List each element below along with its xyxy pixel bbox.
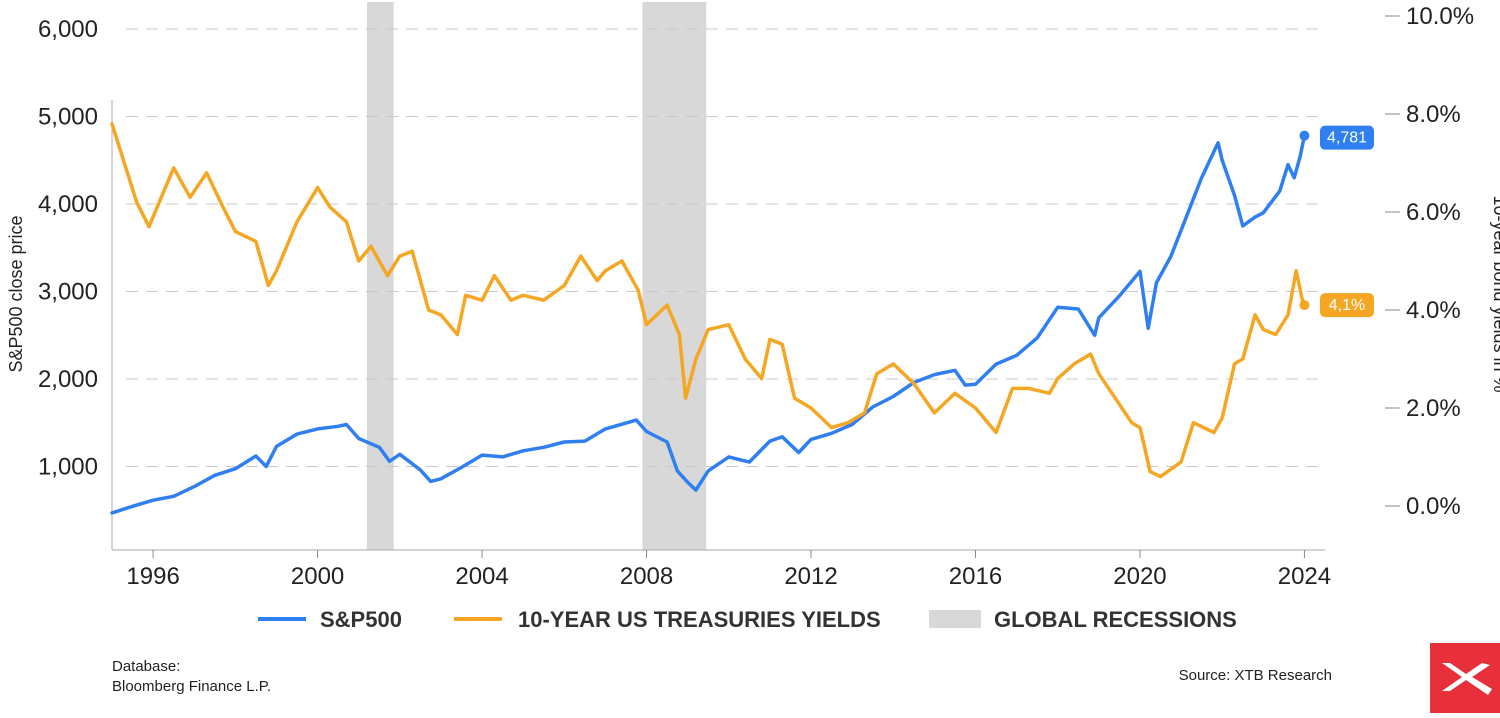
xtb-logo-icon [1430,643,1500,713]
footer-database: Database: Bloomberg Finance L.P. [112,657,271,697]
legend-label: GLOBAL RECESSIONS [994,607,1237,632]
axes [111,100,1325,551]
legend-label: 10-YEAR US TREASURIES YIELDS [518,607,881,632]
series-lines [110,122,1310,515]
right-tick-label: 0.0% [1406,493,1461,520]
left-axis-ticks: 1,000 2,000 3,000 4,000 5,000 6,000 [38,16,98,481]
end-value-badge [1320,293,1374,318]
right-axis-ticks: 0.0% 2.0% 4.0% 6.0% 8.0% 10.0% [1385,3,1474,520]
grid-lines [126,28,1325,467]
xtb-logo-mark [1442,663,1492,695]
left-tick-label: 3,000 [38,279,98,306]
series-end-point [1299,300,1310,311]
end-value-label: 4,781 [1327,130,1367,147]
x-tick-label: 2024 [1278,563,1331,590]
right-tick-label: 2.0% [1406,395,1461,422]
end-value-label: 4,1% [1329,297,1365,314]
x-tick-label: 2004 [455,563,508,590]
right-tick-label: 4.0% [1406,297,1461,324]
x-tick-label: 2020 [1113,563,1166,590]
series-end-point [1299,130,1310,141]
left-axis-title: S&P500 close price [6,215,26,372]
right-tick-label: 10.0% [1406,3,1474,30]
legend: S&P500 10-YEAR US TREASURIES YIELDS GLOBAL… [258,607,1237,632]
series-line-treasury-yields [110,122,1307,479]
left-tick-label: 6,000 [38,16,98,43]
right-tick-label: 8.0% [1406,101,1461,128]
x-tick-label: 2012 [784,563,837,590]
end-value-badge [1320,125,1374,150]
x-tick-label: 2000 [291,563,344,590]
legend-label: S&P500 [320,607,402,632]
series-line-sp500 [110,133,1307,515]
recession-band-1 [366,2,394,550]
left-tick-label: 5,000 [38,104,98,131]
recession-band-2 [642,2,707,550]
left-tick-label: 4,000 [38,191,98,218]
footer-database-label: Database: [112,658,181,675]
x-tick-label: 2008 [620,563,673,590]
footer-database-value: Bloomberg Finance L.P. [112,678,271,695]
right-axis-title: 10-year bond yields in % [1490,195,1500,392]
x-tick-label: 1996 [126,563,179,590]
footer-source: Source: XTB Research [1178,667,1332,684]
left-tick-label: 1,000 [38,454,98,481]
legend-swatch-recessions [929,610,981,628]
x-axis-ticks: 1996 2000 2004 2008 2012 2016 2020 2024 [126,550,1331,590]
recession-bands [366,2,707,550]
left-tick-label: 2,000 [38,366,98,393]
x-tick-label: 2016 [949,563,1002,590]
end-value-badges: 4,781 4,1% [1320,125,1374,318]
right-tick-label: 6.0% [1406,199,1461,226]
